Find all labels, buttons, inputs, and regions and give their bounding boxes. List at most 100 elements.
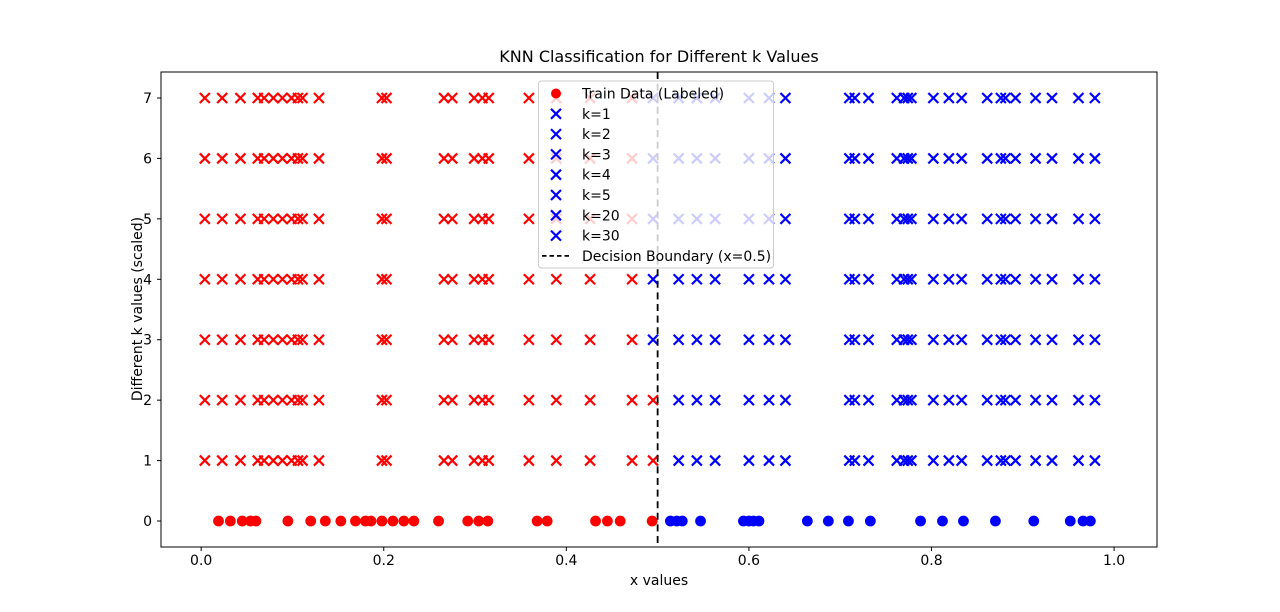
- prediction-point-blue: [862, 152, 875, 165]
- legend-x-marker: [550, 148, 562, 161]
- legend-entry-label: Train Data (Labeled): [581, 87, 724, 103]
- prediction-point-blue: [1029, 152, 1042, 165]
- x-tick-label: 0.2: [373, 553, 395, 569]
- prediction-point-red: [296, 394, 309, 406]
- prediction-point-red: [276, 213, 289, 225]
- legend-entry-label: k=2: [582, 127, 611, 143]
- train-point-blue: [1028, 515, 1040, 527]
- prediction-point-blue: [1046, 213, 1058, 225]
- legend-entry-label: k=20: [582, 208, 620, 224]
- prediction-point-blue: [849, 333, 861, 346]
- legend-entry-label: Decision Boundary (x=0.5): [582, 249, 771, 265]
- train-point-red: [305, 515, 317, 527]
- y-tick-label: 5: [143, 212, 152, 228]
- prediction-point-blue: [901, 394, 914, 406]
- prediction-point-blue: [1009, 394, 1022, 406]
- prediction-point-red: [292, 454, 304, 467]
- train-point-blue: [676, 515, 688, 527]
- legend-box: [538, 80, 774, 269]
- prediction-point-blue: [905, 273, 918, 286]
- prediction-point-blue: [779, 92, 792, 104]
- train-point-red: [646, 515, 658, 527]
- prediction-point-blue: [1072, 152, 1085, 165]
- legend-entry: Train Data (Labeled): [551, 87, 724, 103]
- train-point-red: [236, 515, 248, 527]
- prediction-point-red: [234, 454, 247, 467]
- prediction-point-blue: [995, 92, 1007, 104]
- prediction-point-red: [234, 213, 247, 225]
- x-tick-label: 0.0: [190, 553, 212, 569]
- prediction-point-red: [296, 454, 309, 467]
- prediction-point-blue: [1089, 152, 1101, 165]
- prediction-point-blue: [1072, 273, 1085, 286]
- prediction-point-red: [380, 273, 393, 286]
- prediction-point-blue: [943, 394, 955, 406]
- prediction-point-red: [626, 273, 638, 286]
- prediction-point-blue: [905, 394, 918, 406]
- prediction-point-blue: [995, 333, 1007, 346]
- prediction-point-blue: [1089, 394, 1101, 406]
- prediction-point-red: [296, 213, 309, 225]
- legend-x-marker: [550, 209, 562, 222]
- prediction-point-blue: [779, 152, 792, 165]
- prediction-point-blue: [995, 273, 1007, 286]
- prediction-point-blue: [995, 454, 1007, 467]
- prediction-point-blue: [927, 92, 940, 104]
- x-tick-label: 1.0: [1103, 553, 1125, 569]
- prediction-point-blue: [901, 273, 914, 286]
- prediction-point-red: [216, 152, 228, 165]
- prediction-point-blue: [1009, 92, 1022, 104]
- prediction-point-red: [550, 394, 563, 406]
- prediction-point-blue: [943, 333, 955, 346]
- train-point-blue: [1064, 515, 1076, 527]
- legend-entry: k=5: [550, 188, 611, 204]
- prediction-point-blue: [779, 394, 792, 406]
- legend-x-marker: [550, 189, 562, 201]
- legend-entry-label: k=4: [582, 168, 611, 184]
- prediction-point-blue: [1029, 394, 1042, 406]
- prediction-point-red: [267, 92, 280, 104]
- prediction-point-red: [584, 394, 596, 406]
- prediction-point-blue: [1072, 92, 1085, 104]
- prediction-point-red: [584, 273, 596, 286]
- prediction-point-red: [292, 213, 304, 225]
- prediction-point-near-boundary: [647, 273, 659, 286]
- prediction-point-blue: [981, 92, 993, 104]
- legend-x-marker: [550, 108, 562, 120]
- prediction-point-blue: [849, 394, 861, 406]
- prediction-point-red: [267, 213, 280, 225]
- train-point-blue: [915, 515, 926, 527]
- prediction-point-blue: [999, 454, 1012, 467]
- prediction-point-blue: [995, 394, 1007, 406]
- prediction-point-red: [376, 454, 388, 467]
- legend-entry: k=30: [550, 229, 620, 245]
- prediction-point-red: [199, 273, 211, 286]
- prediction-point-red: [292, 333, 304, 346]
- prediction-point-blue: [763, 394, 775, 406]
- prediction-point-red: [296, 333, 309, 346]
- prediction-point-red: [482, 333, 495, 346]
- prediction-point-red: [446, 333, 459, 346]
- prediction-point-blue: [862, 454, 875, 467]
- legend-entry: k=3: [550, 147, 611, 163]
- prediction-point-blue: [955, 394, 968, 406]
- prediction-point-red: [550, 454, 563, 467]
- prediction-point-red: [199, 92, 211, 104]
- train-point-red: [433, 515, 444, 527]
- prediction-point-red: [267, 333, 280, 346]
- legend-entry: k=2: [550, 127, 611, 143]
- prediction-point-blue: [995, 213, 1007, 225]
- prediction-point-blue: [691, 333, 703, 346]
- train-point-red: [365, 515, 377, 527]
- legend-entry-label: k=30: [582, 229, 620, 245]
- prediction-point-blue: [927, 152, 940, 165]
- prediction-point-blue: [691, 394, 703, 406]
- legend-entry: k=20: [550, 208, 620, 224]
- prediction-point-blue: [943, 92, 955, 104]
- prediction-point-red: [626, 394, 638, 406]
- prediction-point-blue: [927, 394, 940, 406]
- prediction-point-red: [216, 92, 228, 104]
- x-axis-label: x values: [630, 573, 688, 589]
- prediction-point-blue: [955, 92, 968, 104]
